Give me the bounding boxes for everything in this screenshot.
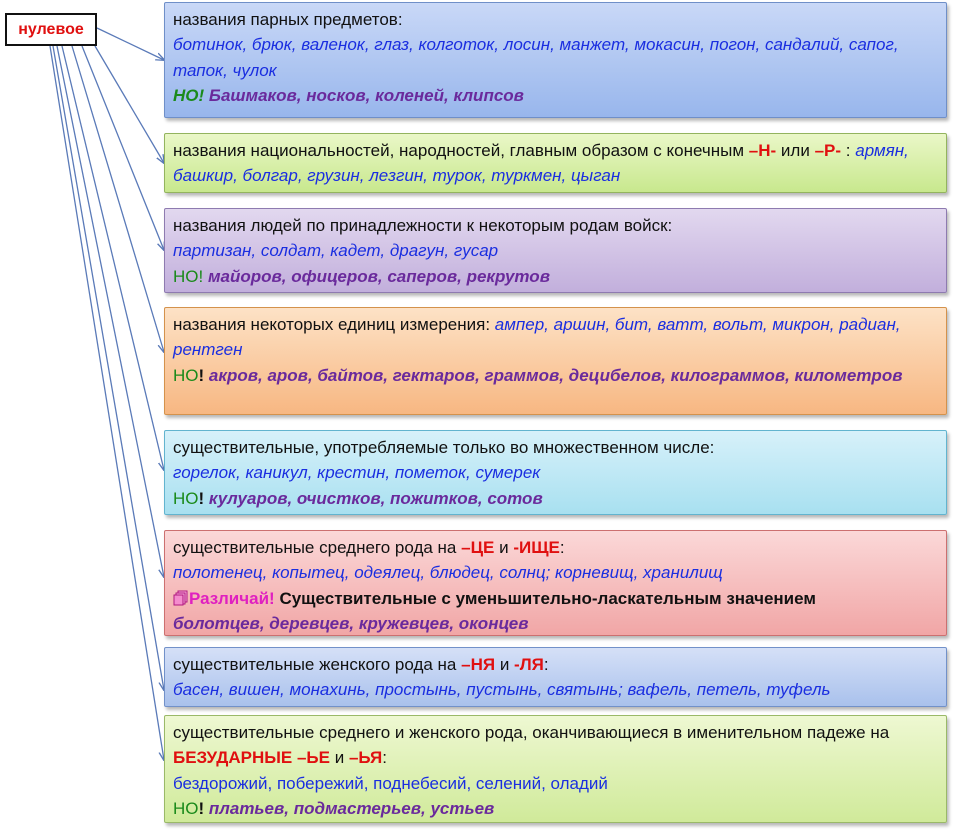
category-nationalities: названия национальностей, народностей, г… [164, 133, 947, 193]
exception-mark: ! [198, 798, 205, 818]
card-heading: названия парных предметов: [173, 10, 403, 29]
exception-mark: ! [198, 365, 205, 385]
connector-word: и [499, 655, 510, 674]
ending-keyword-2: -ЛЯ [514, 655, 544, 674]
exception-mark: ! [198, 488, 205, 508]
connector-word: или [780, 141, 810, 160]
exception-words: болотцев, деревцев, кружевцев, оконцев [173, 613, 529, 633]
category-neuter-tse-ishche: существительные среднего рода на –ЦЕ и -… [164, 530, 947, 636]
connector-arrow-5 [61, 45, 164, 470]
connector-arrow-2 [94, 45, 164, 163]
exception-marker: НО [173, 798, 199, 818]
ending-keyword-1: –Н- [748, 141, 777, 160]
card-examples: бездорожий, побережий, поднебесий, селен… [173, 773, 608, 793]
connector-arrow-7 [52, 45, 164, 690]
connector-arrow-4 [71, 45, 164, 352]
exception-words: платьев, подмастерьев, устьев [208, 798, 495, 818]
connector-arrow-1 [96, 27, 164, 60]
card-heading: существительные женского рода на [173, 655, 457, 674]
category-paired-items: названия парных предметов: ботинок, брюк… [164, 2, 947, 118]
card-examples: ботинок, брюк, валенок, глаз, колготок, … [173, 35, 899, 80]
card-examples: басен, вишен, монахинь, простынь, пустын… [173, 680, 831, 700]
colon: : [543, 655, 549, 674]
category-units: названия некоторых единиц измерения: амп… [164, 307, 947, 415]
card-heading: существительные, употребляемые только во… [173, 438, 715, 457]
card-heading: существительные среднего и женского рода… [173, 723, 890, 742]
exception-marker: НО [173, 488, 199, 508]
category-military: названия людей по принадлежности к некот… [164, 208, 947, 293]
root-node: нулевое [5, 13, 97, 46]
ending-keyword-1: –НЯ [461, 655, 496, 674]
exception-marker: НО! [173, 266, 204, 286]
card-heading: названия людей по принадлежности к некот… [173, 216, 673, 235]
exception-words: Башмаков, носков, коленей, клипсов [208, 85, 524, 105]
colon: : [845, 141, 851, 160]
exception-words: кулуаров, очистков, пожитков, сотов [208, 488, 543, 508]
category-plural-only: существительные, употребляемые только во… [164, 430, 947, 515]
connector-word: и [334, 748, 345, 768]
card-examples: ампер, аршин, бит, ватт, вольт, микрон, … [173, 315, 901, 360]
card-examples: партизан, солдат, кадет, драгун, гусар [173, 241, 499, 261]
card-heading: названия национальностей, народностей, г… [173, 141, 745, 160]
category-unstressed-ye-ya: существительные среднего и женского рода… [164, 715, 947, 823]
card-heading: названия некоторых единиц измерения: [173, 315, 491, 334]
ending-keyword-1: –ЦЕ [461, 538, 495, 557]
exception-marker: НО! [173, 85, 205, 105]
exception-marker: НО [173, 365, 199, 385]
distinguish-text: Существительные с уменьшительно-ласкател… [279, 588, 816, 608]
card-heading: существительные среднего рода на [173, 538, 457, 557]
connector-word: и [499, 538, 509, 557]
documents-icon [173, 590, 188, 606]
ending-keyword-2: –Р- [814, 141, 842, 160]
card-examples: армян, башкир, болгар, грузин, лезгин, т… [173, 141, 909, 186]
colon: : [382, 748, 387, 768]
connector-arrow-8 [49, 45, 164, 760]
card-examples: полотенец, копытец, одеялец, блюдец, сол… [173, 563, 723, 583]
ending-keyword-2: -ИЩЕ [513, 538, 560, 557]
colon: : [559, 538, 565, 557]
ending-keyword-2: –ЬЯ [348, 748, 383, 768]
connector-arrow-6 [56, 45, 164, 577]
card-examples: горелок, каникул, крестин, пометок, суме… [173, 463, 541, 483]
exception-words: акров, аров, байтов, гектаров, граммов, … [208, 365, 903, 385]
exception-words: майоров, офицеров, саперов, рекрутов [207, 266, 550, 286]
distinguish-label: Различай! [189, 588, 275, 608]
category-feminine-nya-lya: существительные женского рода на –НЯ и -… [164, 647, 947, 707]
ending-keyword-1: БЕЗУДАРНЫЕ –ЬЕ [173, 748, 330, 768]
connector-arrow-3 [81, 45, 164, 250]
